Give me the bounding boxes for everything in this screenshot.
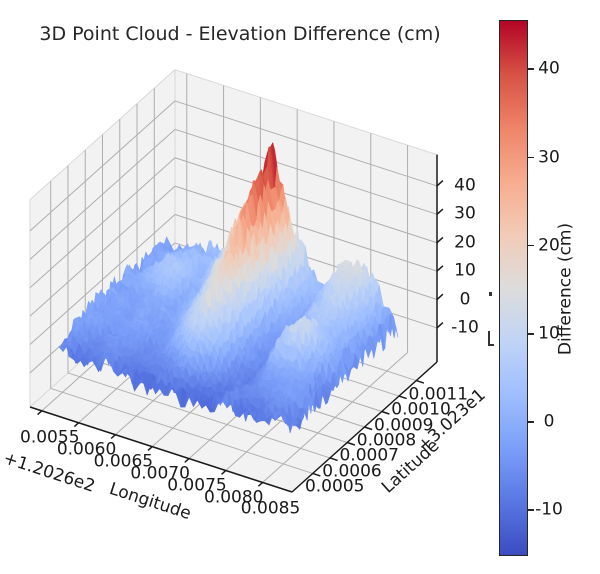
colorbar-tick-mark [528,332,534,335]
colorbar-tick-label: 0 [543,411,555,432]
clipped-text-fragment [489,292,492,296]
colorbar-tick-mark [528,421,534,423]
x-tick-label: 0.0080 [204,487,264,507]
y-tick-label: 0.0011 [408,384,469,405]
colorbar-tick-label: 20 [538,235,560,256]
colorbar-tick-mark [528,156,534,159]
y-tick-label: 0.0006 [322,461,382,482]
z-tick-label: 40 [454,175,476,196]
y-tick-label: 0.0010 [391,399,451,420]
colorbar-tick-label: 10 [538,323,560,344]
colorbar-tick-label: 40 [538,58,560,79]
x-tick-label: 0.0055 [20,427,80,448]
x-tick-label: 0.0065 [93,451,154,472]
y-tick-label: 0.0007 [339,445,399,466]
z-tick-label: 30 [454,203,476,224]
x-tick-label: 0.0085 [240,498,301,519]
clipped-text-fragment [488,331,494,346]
x-tick-label: 0.0060 [56,439,117,460]
y-tick-label: 0.0009 [374,415,434,436]
z-tick-label: 20 [454,232,476,253]
z-tick-label: 10 [454,260,476,281]
colorbar-tick-mark [528,509,534,511]
z-tick-label: -10 [451,317,479,338]
x-tick-label: 0.0075 [167,475,227,496]
colorbar [499,20,528,556]
chart-title: 3D Point Cloud - Elevation Difference (c… [39,23,441,45]
y-tick-label: 0.0008 [356,430,417,451]
z-tick-label: 0 [459,289,471,310]
colorbar-tick-label: 30 [538,147,560,168]
colorbar-label: Difference (cm) [555,222,576,356]
y-tick-label: 0.0005 [304,476,365,497]
colorbar-tick-mark [528,244,534,247]
colorbar-tick-mark [528,68,534,71]
x-tick-label: 0.0070 [130,463,190,484]
colorbar-tick-label: -10 [535,499,563,520]
